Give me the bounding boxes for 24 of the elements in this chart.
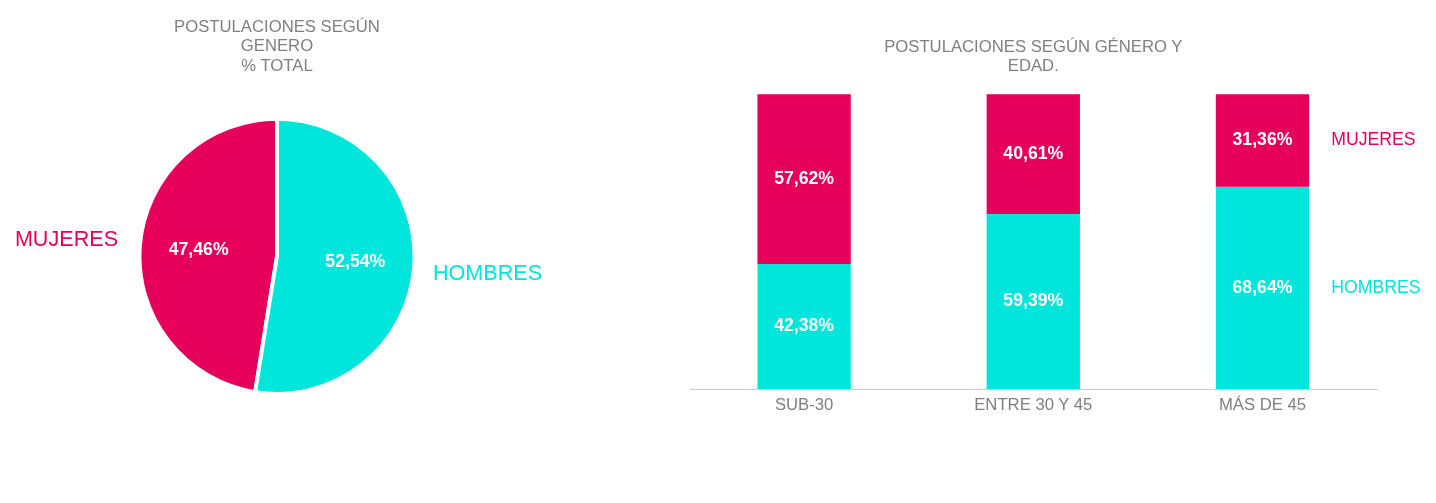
data-label: 42,38% (774, 315, 835, 336)
bar (986, 213, 1080, 389)
data-label: 59,39% (1003, 290, 1064, 311)
data-label: 68,64% (1232, 276, 1293, 297)
slice-label: HOMBRES (432, 260, 543, 286)
data-label: 31,36% (1232, 129, 1293, 150)
series-label: MUJERES (1331, 129, 1416, 150)
data-label: 57,62% (774, 168, 835, 189)
x-tick-label: SUB-30 (774, 395, 834, 415)
bar (757, 264, 851, 389)
series-label: HOMBRES (1331, 276, 1421, 297)
chart-title: POSTULACIONES SEGÚN GÉNERO Y EDAD. (884, 37, 1183, 75)
bar (1215, 186, 1310, 389)
slice-label: MUJERES (14, 226, 119, 252)
bar (1215, 94, 1310, 187)
bar (757, 94, 851, 265)
bar (986, 94, 1080, 214)
data-label: 47,46% (168, 238, 229, 259)
data-label: 52,54% (325, 251, 386, 272)
chart-title: POSTULACIONES SEGÚN GENERO (174, 17, 380, 56)
x-tick-label: MÁS DE 45 (1218, 395, 1307, 415)
x-tick-label: ENTRE 30 Y 45 (974, 395, 1093, 415)
data-label: 40,61% (1003, 142, 1064, 163)
chart-subtitle: % TOTAL (241, 55, 313, 75)
